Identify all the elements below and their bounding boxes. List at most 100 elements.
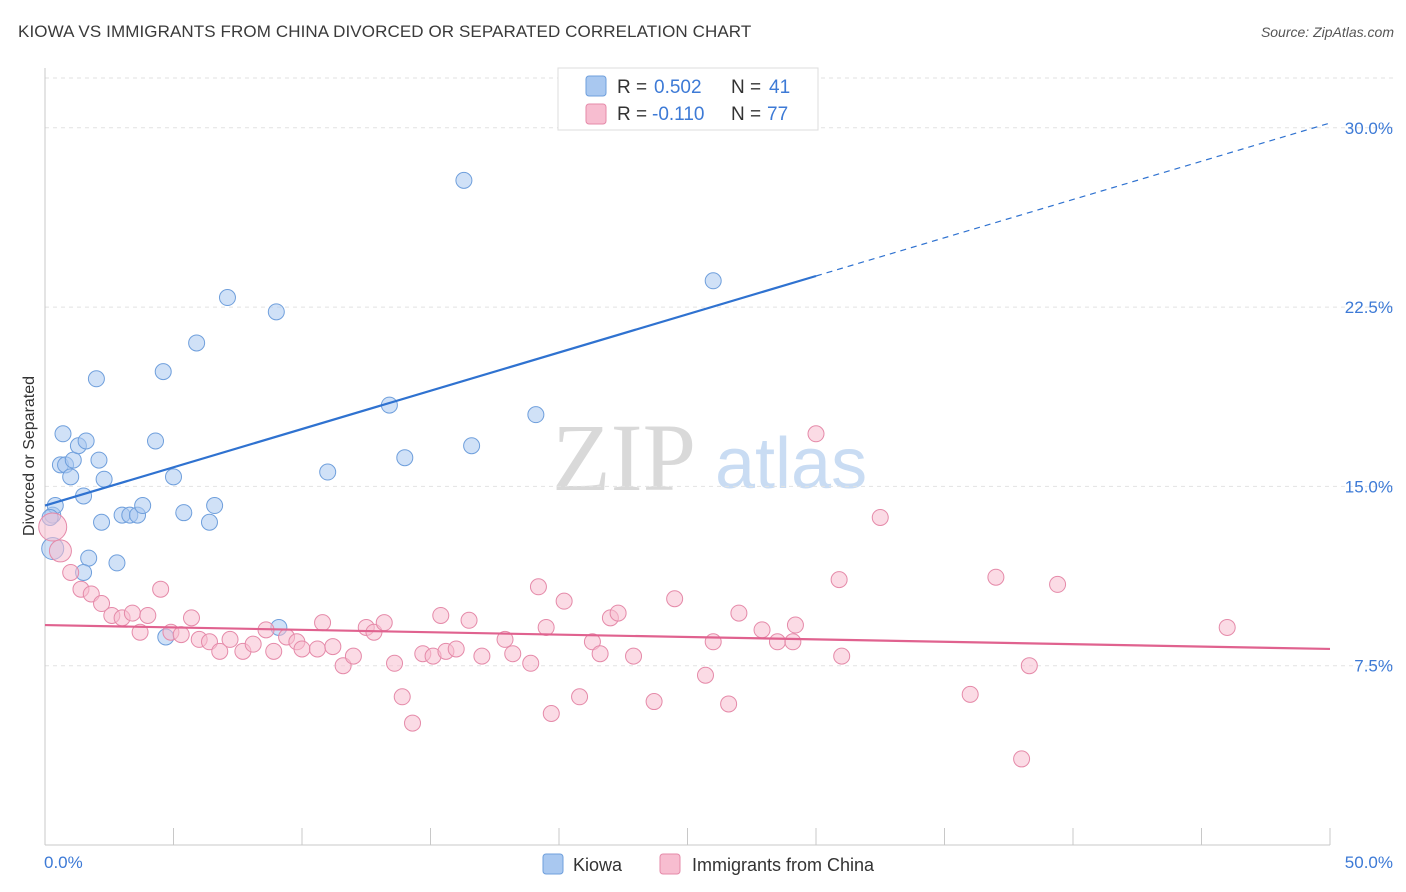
china-point <box>807 425 825 443</box>
china-point <box>696 666 714 684</box>
china-point <box>529 578 547 596</box>
stats-n-label-kiowa: N = <box>731 77 761 98</box>
gridlines <box>45 77 1393 667</box>
china-point <box>93 595 111 613</box>
china-point <box>314 614 332 632</box>
kiowa-point <box>154 363 172 381</box>
china-point <box>293 640 311 658</box>
china-point <box>720 695 738 713</box>
china-point <box>324 638 342 656</box>
china-point <box>704 633 722 651</box>
kiowa-point <box>527 406 545 424</box>
china-point <box>375 614 393 632</box>
stats-n-value-china: 77 <box>767 104 788 125</box>
china-point <box>62 563 80 581</box>
china-point <box>38 512 68 542</box>
y-axis-tick-labels: 7.5% 15.0% 22.5% 30.0% <box>1345 119 1393 676</box>
china-point <box>666 590 684 608</box>
kiowa-point <box>80 549 98 567</box>
kiowa-point <box>319 463 337 481</box>
trend-lines <box>44 122 1331 651</box>
china-point <box>609 604 627 622</box>
stats-r-value-kiowa: 0.502 <box>654 77 702 98</box>
kiowa-point <box>267 303 285 321</box>
china-point <box>1049 575 1067 593</box>
legend-label-china: Immigrants from China <box>692 855 875 875</box>
china-point <box>504 645 522 663</box>
stats-r-label-kiowa: R = <box>617 77 647 98</box>
china-point <box>244 635 262 653</box>
china-point <box>833 647 851 665</box>
watermark-atlas: atlas <box>715 424 867 504</box>
kiowa-point <box>175 504 193 522</box>
kiowa-point <box>704 272 722 290</box>
china-point <box>571 688 589 706</box>
legend-swatch-kiowa <box>542 853 564 875</box>
y-tick-label: 22.5% <box>1345 298 1393 317</box>
kiowa-point <box>64 451 82 469</box>
x-tick-label-min: 0.0% <box>44 853 83 872</box>
kiowa-point <box>95 470 113 488</box>
scatter-points <box>38 171 1236 768</box>
china-point <box>386 654 404 672</box>
kiowa-point <box>218 289 236 307</box>
kiowa-point <box>62 468 80 486</box>
china-point <box>753 621 771 639</box>
kiowa-point <box>93 513 111 531</box>
series-legend: Kiowa Immigrants from China <box>542 853 875 875</box>
y-tick-label: 7.5% <box>1354 657 1393 676</box>
kiowa-point <box>90 451 108 469</box>
kiowa-trend-line <box>44 274 817 507</box>
china-point <box>645 693 663 711</box>
china-point <box>768 633 786 651</box>
kiowa-point <box>455 171 473 189</box>
china-point <box>871 508 889 526</box>
china-point <box>139 606 157 624</box>
china-point <box>473 647 491 665</box>
china-point <box>1013 750 1031 768</box>
stats-legend-swatch-kiowa <box>585 75 607 97</box>
legend-swatch-china <box>659 853 681 875</box>
kiowa-point <box>134 497 152 515</box>
x-tick-label-max: 50.0% <box>1345 853 1393 872</box>
china-point <box>496 630 514 648</box>
china-point <box>460 611 478 629</box>
china-point <box>265 642 283 660</box>
y-tick-label: 15.0% <box>1345 477 1393 496</box>
china-point <box>432 606 450 624</box>
china-point <box>625 647 643 665</box>
chart-title: KIOWA VS IMMIGRANTS FROM CHINA DIVORCED … <box>18 22 752 41</box>
china-point <box>830 571 848 589</box>
kiowa-point <box>87 370 105 388</box>
china-point <box>152 580 170 598</box>
china-point <box>211 642 229 660</box>
china-trend-line <box>44 623 1331 651</box>
china-point <box>786 616 804 634</box>
stats-r-label-china: R = <box>617 104 647 125</box>
china-point <box>583 633 601 651</box>
watermark-zip: ZIP <box>552 404 696 511</box>
kiowa-point <box>165 468 182 486</box>
china-point <box>172 626 190 644</box>
china-point <box>404 714 422 732</box>
kiowa-point <box>463 437 481 455</box>
kiowa-point <box>396 449 414 467</box>
stats-legend: R = 0.502 N = 41 R = -0.110 N = 77 <box>557 67 819 131</box>
china-point <box>344 647 362 665</box>
china-point <box>131 623 149 641</box>
kiowa-point <box>200 513 218 531</box>
kiowa-point <box>188 334 206 352</box>
stats-r-value-china: -0.110 <box>652 104 704 125</box>
china-point <box>591 645 609 663</box>
china-point <box>522 654 540 672</box>
china-point <box>1218 618 1236 636</box>
kiowa-point <box>206 497 224 515</box>
china-point <box>784 633 802 651</box>
china-point <box>1020 657 1038 675</box>
chart-source: Source: ZipAtlas.com <box>1260 24 1394 40</box>
china-point <box>182 609 200 627</box>
kiowa-point <box>54 425 72 443</box>
y-axis-title: Divorced or Separated <box>21 376 38 536</box>
china-point <box>987 568 1005 586</box>
